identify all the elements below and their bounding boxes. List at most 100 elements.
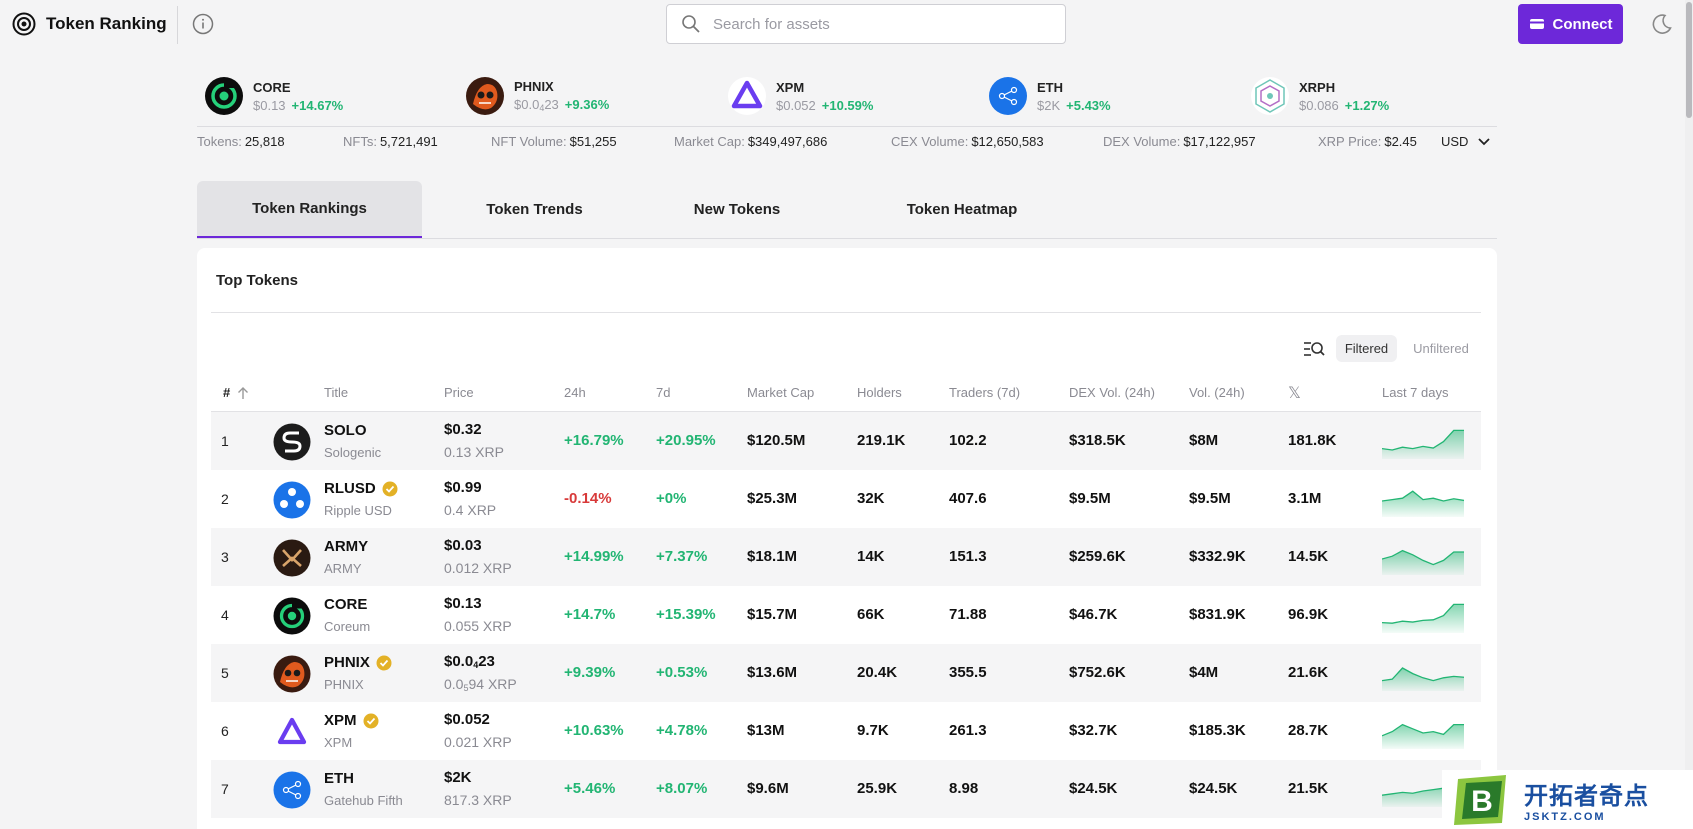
mover-symbol: ETH — [1037, 79, 1063, 95]
stat-xrp-price: XRP Price: $2.45 — [1318, 134, 1417, 149]
mover-price: $0.052 — [776, 97, 816, 113]
token-ranking-logo-icon — [12, 12, 36, 36]
currency-select[interactable]: USD — [1441, 134, 1491, 149]
change-7d: +15.39% — [656, 606, 716, 623]
change-24h: -0.14% — [564, 490, 612, 507]
volume: $332.9K — [1189, 548, 1246, 565]
card-divider — [211, 312, 1481, 313]
search-box[interactable] — [666, 4, 1066, 44]
search-input[interactable] — [713, 15, 1033, 33]
price-xrp: 0.13 XRP — [444, 444, 504, 460]
volume: $185.3K — [1189, 722, 1246, 739]
token-name: ETH — [324, 770, 354, 787]
x-followers: 181.8K — [1288, 432, 1337, 449]
eth-icon — [989, 77, 1027, 115]
sparkline-line — [1382, 490, 1464, 502]
token-name: PHNIX — [324, 654, 392, 671]
change-7d: +4.78% — [656, 722, 708, 739]
change-24h: +14.99% — [564, 548, 624, 565]
mover-symbol: CORE — [253, 79, 291, 95]
price-usd: $0.052 — [444, 711, 490, 728]
moon-icon[interactable] — [1650, 12, 1674, 36]
sparkline-area — [1382, 724, 1464, 749]
table-row[interactable]: 1 SOLO Sologenic $0.32 0.13 XRP +16.79% … — [211, 412, 1481, 470]
holders: 14K — [857, 548, 885, 565]
market-cap: $13.6M — [747, 664, 798, 681]
mover-price: $0.086 — [1299, 97, 1339, 113]
price-xrp: 817.3 XRP — [444, 792, 512, 808]
traders: 71.88 — [949, 606, 987, 623]
currency-value: USD — [1441, 134, 1469, 149]
brand[interactable]: Token Ranking — [12, 12, 167, 36]
col-title[interactable]: Title — [324, 385, 349, 400]
mover-phnix[interactable]: PHNIX $0.0423 +9.36% — [465, 72, 609, 120]
army-icon — [273, 539, 311, 577]
tab-bar: Token Rankings Token Trends New Tokens T… — [197, 181, 1497, 239]
change-24h: +16.79% — [564, 432, 624, 449]
holders: 25.9K — [857, 780, 898, 797]
table-row[interactable]: 7 ETH Gatehub Fifth $2K 817.3 XRP +5.46%… — [211, 760, 1481, 818]
table-row[interactable]: 3 ARMY ARMY $0.03 0.012 XRP +14.99% +7.3… — [211, 528, 1481, 586]
page-scrollbar[interactable] — [1685, 0, 1693, 829]
price-xrp: 0.0594 XRP — [444, 676, 517, 693]
xpm-icon — [273, 713, 311, 751]
stat-cex-volume: CEX Volume: $12,650,583 — [891, 134, 1044, 149]
filtered-toggle[interactable]: Filtered — [1336, 335, 1397, 362]
holders: 219.1K — [857, 432, 906, 449]
traders: 102.2 — [949, 432, 987, 449]
token-fullname: Sologenic — [324, 445, 382, 460]
filter-search-icon[interactable] — [1303, 340, 1325, 358]
token-fullname: PHNIX — [324, 677, 364, 692]
change-24h: +14.7% — [564, 606, 616, 623]
col-x-followers[interactable]: 𝕏 — [1288, 385, 1301, 402]
price-usd: $0.99 — [444, 479, 482, 496]
market-cap: $13M — [747, 722, 785, 739]
unfiltered-toggle[interactable]: Unfiltered — [1413, 341, 1469, 356]
scrollbar-thumb[interactable] — [1686, 2, 1692, 118]
col-dex-vol[interactable]: DEX Vol. (24h) — [1069, 385, 1155, 400]
phnix-icon — [466, 77, 504, 115]
tab-token-trends[interactable]: Token Trends — [486, 201, 583, 218]
sparkline — [1382, 667, 1464, 691]
col-7d[interactable]: 7d — [656, 385, 671, 400]
mover-xrph[interactable]: XRPH $0.086 +1.27% — [1250, 72, 1389, 120]
row-rank: 6 — [221, 723, 229, 739]
core-icon — [273, 597, 311, 635]
solo-icon — [273, 423, 311, 461]
stat-nft-volume: NFT Volume: $51,255 — [491, 134, 617, 149]
col-24h[interactable]: 24h — [564, 385, 586, 400]
mover-price: $0.0423 — [514, 97, 559, 113]
holders: 32K — [857, 490, 885, 507]
holders: 9.7K — [857, 722, 889, 739]
mover-core[interactable]: CORE $0.13 +14.67% — [204, 72, 343, 120]
col-price[interactable]: Price — [444, 385, 474, 400]
col-market-cap[interactable]: Market Cap — [747, 385, 815, 400]
volume: $831.9K — [1189, 606, 1246, 623]
change-7d: +7.37% — [656, 548, 708, 565]
col-holders[interactable]: Holders — [857, 385, 902, 400]
tab-token-rankings[interactable]: Token Rankings — [197, 181, 422, 238]
top-movers-strip: CORE $0.13 +14.67% PHNIX $0.0423 +9.36% XP… — [197, 72, 1497, 120]
tab-new-tokens[interactable]: New Tokens — [693, 201, 781, 218]
table-row[interactable]: 6 XPM XPM $0.052 0.021 XRP +10.63% +4.78… — [211, 702, 1481, 760]
price-usd: $0.13 — [444, 595, 482, 612]
mover-eth[interactable]: ETH $2K +5.43% — [988, 72, 1111, 120]
connect-button[interactable]: Connect — [1518, 4, 1623, 44]
price-xrp: 0.021 XRP — [444, 734, 512, 750]
stat-nfts: NFTs: 5,721,491 — [343, 134, 438, 149]
market-cap: $9.6M — [747, 780, 789, 797]
xrph-icon — [1251, 77, 1289, 115]
table-row[interactable]: 5 PHNIX PHNIX $0.0423 0.0594 XRP +9.39% … — [211, 644, 1481, 702]
col-traders[interactable]: Traders (7d) — [949, 385, 1021, 400]
verified-badge-icon — [382, 481, 398, 496]
mover-xpm[interactable]: XPM $0.052 +10.59% — [727, 72, 873, 120]
col-vol[interactable]: Vol. (24h) — [1189, 385, 1245, 400]
table-row[interactable]: 4 CORE Coreum $0.13 0.055 XRP +14.7% +15… — [211, 586, 1481, 644]
table-row[interactable]: 2 RLUSD Ripple USD $0.99 0.4 XRP -0.14% … — [211, 470, 1481, 528]
token-name: CORE — [324, 596, 368, 613]
change-7d: +8.07% — [656, 780, 708, 797]
col-rank[interactable]: # — [223, 385, 250, 400]
dex-volume: $318.5K — [1069, 432, 1126, 449]
info-icon[interactable] — [192, 13, 214, 35]
tab-token-heatmap[interactable]: Token Heatmap — [906, 201, 1018, 218]
